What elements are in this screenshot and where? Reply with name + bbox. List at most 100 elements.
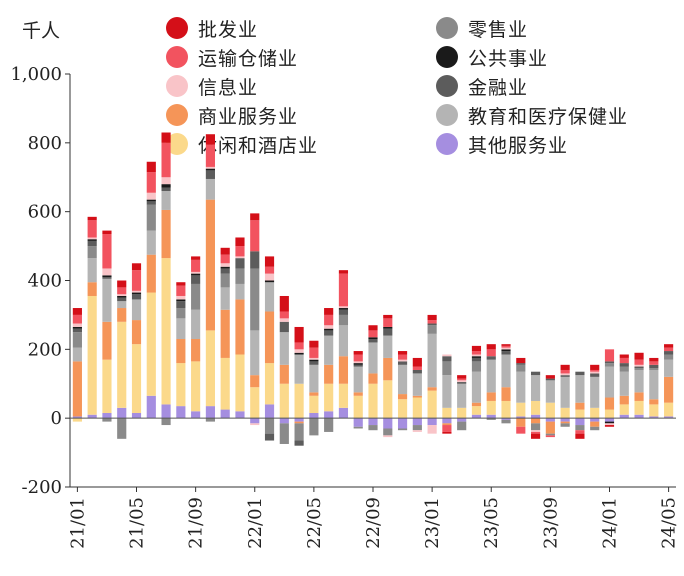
legend-swatch [166,104,188,126]
bar-segment [250,418,260,424]
bar-segment [131,270,142,291]
bar-segment [501,344,511,346]
bar-segment [590,364,600,370]
bar-segment [324,314,334,326]
legend-item: 运输仓储业 [166,43,298,71]
bar-segment [457,382,467,384]
bar-segment [235,411,245,419]
bar-segment [338,383,349,408]
bar-segment [294,352,304,355]
legend-label: 公共事业 [468,47,549,70]
bar-segment [516,363,526,365]
legend-label: 教育和医疗保健业 [468,105,629,128]
bar-segment [309,340,319,348]
bar-segment [604,421,615,424]
bar-segment [87,240,97,247]
bar-segment [117,280,127,288]
bar-segment [87,237,97,240]
bar-segment [383,318,393,327]
bar-segment [146,192,156,200]
bar-segment [442,356,452,362]
bar-segment [545,378,555,381]
bar-segment [664,351,674,355]
bar-segment [619,354,629,358]
bar-segment [102,268,112,276]
bar-segment [649,361,659,365]
bar-segment [279,311,289,319]
bar-segment [575,425,585,431]
bar-segment [220,254,230,264]
bar-segment [220,357,230,410]
bar-segment [309,364,319,393]
bar-segment [309,347,319,358]
bar-segment [545,380,555,403]
legend-item: 商业服务业 [166,101,298,129]
bar-segment [309,395,319,414]
bar-segment [87,414,97,419]
bar-segment [324,418,334,432]
bar-segment [471,354,482,357]
bar-segment [575,430,585,434]
bar-segment [634,366,644,369]
bar-segment [634,400,644,415]
y-tick-label: 400 [28,271,62,292]
bar-segment [516,416,526,419]
bar-segment [471,361,482,372]
bar-segment [634,352,644,360]
bar-segment [545,418,555,422]
bar-segment [72,347,82,362]
bar-segment [146,395,156,419]
bar-segment [264,256,275,267]
bar-segment [560,376,570,408]
bar-segment [161,132,171,143]
bar-segment [324,383,334,412]
bar-segment [338,306,349,309]
bar-segment [191,283,201,310]
bar-segment [353,351,363,355]
bar-segment [235,354,245,412]
bar-segment [560,364,570,370]
bar-segment [279,423,289,444]
bar-segment [634,359,644,365]
legend-item: 公共事业 [436,43,548,71]
bar-segment [649,416,659,419]
bar-segment [353,426,363,429]
bar-segment [664,354,674,360]
bar-segment [250,213,260,221]
bar-segment [590,373,600,377]
bar-segment [294,440,304,446]
y-tick-label: 1,000 [10,64,62,85]
bar-segment [427,333,437,388]
bar-segment [294,418,304,422]
bar-segment [397,359,408,362]
bar-segment [604,418,615,422]
bar-segment [368,425,378,431]
bar-segment [161,404,171,419]
bar-segment [176,318,186,340]
bar-segment [575,409,585,419]
bar-segment [471,402,482,407]
bar-segment [294,383,304,419]
bar-segment [324,335,334,365]
bar-segment [205,170,215,179]
legend-swatch [436,75,458,97]
bar-segment [117,407,127,419]
bar-segment [457,418,467,422]
bar-segment [235,246,245,257]
bar-segment [338,308,349,310]
bar-segment [501,345,511,348]
x-tick-label: 23/09 [540,497,561,549]
bar-segment [161,258,171,405]
bar-segment [131,290,142,293]
bar-segment [235,299,245,355]
bar-segment [146,204,156,231]
bar-segment [324,325,334,329]
bar-segment [412,366,422,370]
y-tick-label: 200 [28,339,62,360]
bar-segment [531,430,541,432]
bar-segment [575,433,585,439]
bar-segment [619,366,629,372]
bar-segment [131,413,142,419]
bar-segment [664,376,674,403]
